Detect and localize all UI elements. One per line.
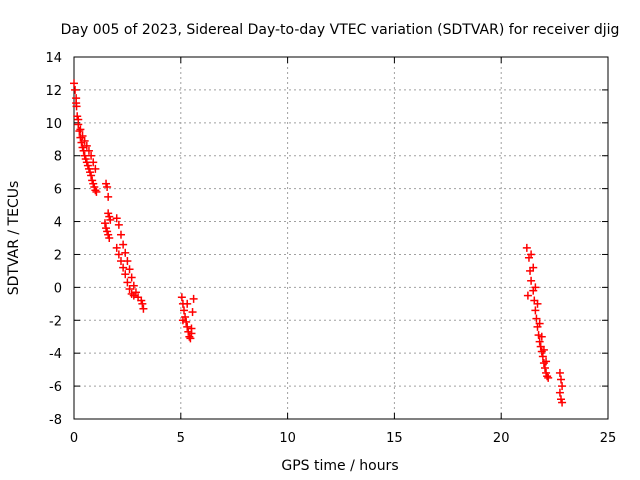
data-point xyxy=(112,243,121,252)
x-tick-label: 20 xyxy=(493,431,510,446)
data-point xyxy=(103,182,112,191)
x-tick-label: 5 xyxy=(177,431,185,446)
data-point xyxy=(114,250,123,259)
y-tick-label: 0 xyxy=(54,281,62,296)
data-points xyxy=(70,79,567,407)
data-point xyxy=(71,85,80,94)
x-tick-label: 15 xyxy=(386,431,403,446)
data-point xyxy=(138,299,147,308)
y-tick-label: -2 xyxy=(49,314,62,329)
y-tick-label: 6 xyxy=(54,183,62,198)
data-point xyxy=(78,131,87,140)
y-tick-label: -8 xyxy=(49,413,62,428)
data-point xyxy=(84,146,93,155)
data-point xyxy=(558,398,567,407)
data-point xyxy=(522,243,531,252)
data-point xyxy=(177,293,186,302)
x-axis-label: GPS time / hours xyxy=(281,458,398,474)
data-point xyxy=(186,334,195,343)
data-point xyxy=(114,220,123,229)
data-point xyxy=(139,304,148,313)
data-point xyxy=(555,388,564,397)
x-tick-labels: 0 5 10 15 20 25 xyxy=(70,431,616,446)
data-point xyxy=(543,372,552,381)
data-point xyxy=(89,158,98,167)
data-point xyxy=(129,281,138,290)
y-tick-label: 2 xyxy=(54,248,62,263)
data-point xyxy=(116,230,125,239)
data-point xyxy=(72,99,81,108)
data-point xyxy=(188,308,197,317)
data-point xyxy=(75,127,84,136)
data-point xyxy=(544,373,553,382)
plot-area-border xyxy=(73,56,609,420)
data-point xyxy=(183,322,192,331)
data-point xyxy=(70,79,78,88)
y-tick-label: -4 xyxy=(49,347,62,362)
data-point xyxy=(104,192,113,201)
data-point xyxy=(121,248,130,257)
y-axis-label: SDTVAR / TECUs xyxy=(6,181,22,296)
data-point xyxy=(533,299,542,308)
y-tick-label: 4 xyxy=(54,216,62,231)
data-point xyxy=(116,257,125,266)
data-point xyxy=(112,214,121,223)
data-point xyxy=(527,276,536,285)
data-point xyxy=(558,382,567,391)
y-tick-label: 12 xyxy=(45,84,62,99)
data-point xyxy=(76,125,85,134)
data-point xyxy=(91,164,100,173)
data-point xyxy=(535,319,544,328)
x-tick-label: 25 xyxy=(600,431,617,446)
data-point xyxy=(178,316,187,325)
data-point xyxy=(523,291,532,300)
data-point xyxy=(542,357,551,366)
data-point xyxy=(125,265,134,274)
y-tick-label: -6 xyxy=(49,380,62,395)
data-point xyxy=(100,219,109,228)
y-tick-label: 14 xyxy=(45,51,62,66)
data-point xyxy=(91,186,100,195)
data-point xyxy=(539,345,548,354)
data-point xyxy=(125,285,134,294)
y-tick-label: 8 xyxy=(54,150,62,165)
data-point xyxy=(537,332,546,341)
data-point xyxy=(183,299,192,308)
data-point xyxy=(531,283,540,292)
data-point xyxy=(80,136,89,145)
data-point xyxy=(127,273,136,282)
data-point xyxy=(540,363,549,372)
x-tick-label: 10 xyxy=(279,431,296,446)
data-point xyxy=(92,187,101,196)
data-point xyxy=(538,352,547,361)
data-point xyxy=(555,368,564,377)
data-point xyxy=(74,115,83,124)
data-point xyxy=(129,291,138,300)
y-tick-labels: -8 -6 -4 -2 0 2 4 6 8 10 12 14 xyxy=(45,51,62,428)
chart-title: Day 005 of 2023, Sidereal Day-to-day VTE… xyxy=(61,22,620,38)
x-tick-label: 0 xyxy=(70,431,78,446)
data-point xyxy=(106,215,115,224)
data-point xyxy=(119,240,128,249)
data-point xyxy=(535,337,544,346)
data-point xyxy=(189,294,198,303)
data-point xyxy=(119,263,128,272)
grid xyxy=(74,57,608,419)
data-point xyxy=(531,306,540,315)
data-point xyxy=(529,263,538,272)
data-point xyxy=(532,314,541,323)
data-point xyxy=(527,250,536,259)
data-point xyxy=(123,278,132,287)
data-point xyxy=(557,375,566,384)
data-point xyxy=(121,270,130,279)
data-point xyxy=(187,324,196,333)
data-point xyxy=(87,171,96,180)
data-point xyxy=(82,141,91,150)
data-point xyxy=(87,151,96,160)
data-point xyxy=(105,234,114,242)
y-tick-label: 10 xyxy=(45,117,62,132)
data-point xyxy=(180,306,189,315)
